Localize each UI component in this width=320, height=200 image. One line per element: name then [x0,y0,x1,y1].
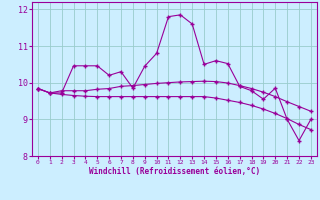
X-axis label: Windchill (Refroidissement éolien,°C): Windchill (Refroidissement éolien,°C) [89,167,260,176]
